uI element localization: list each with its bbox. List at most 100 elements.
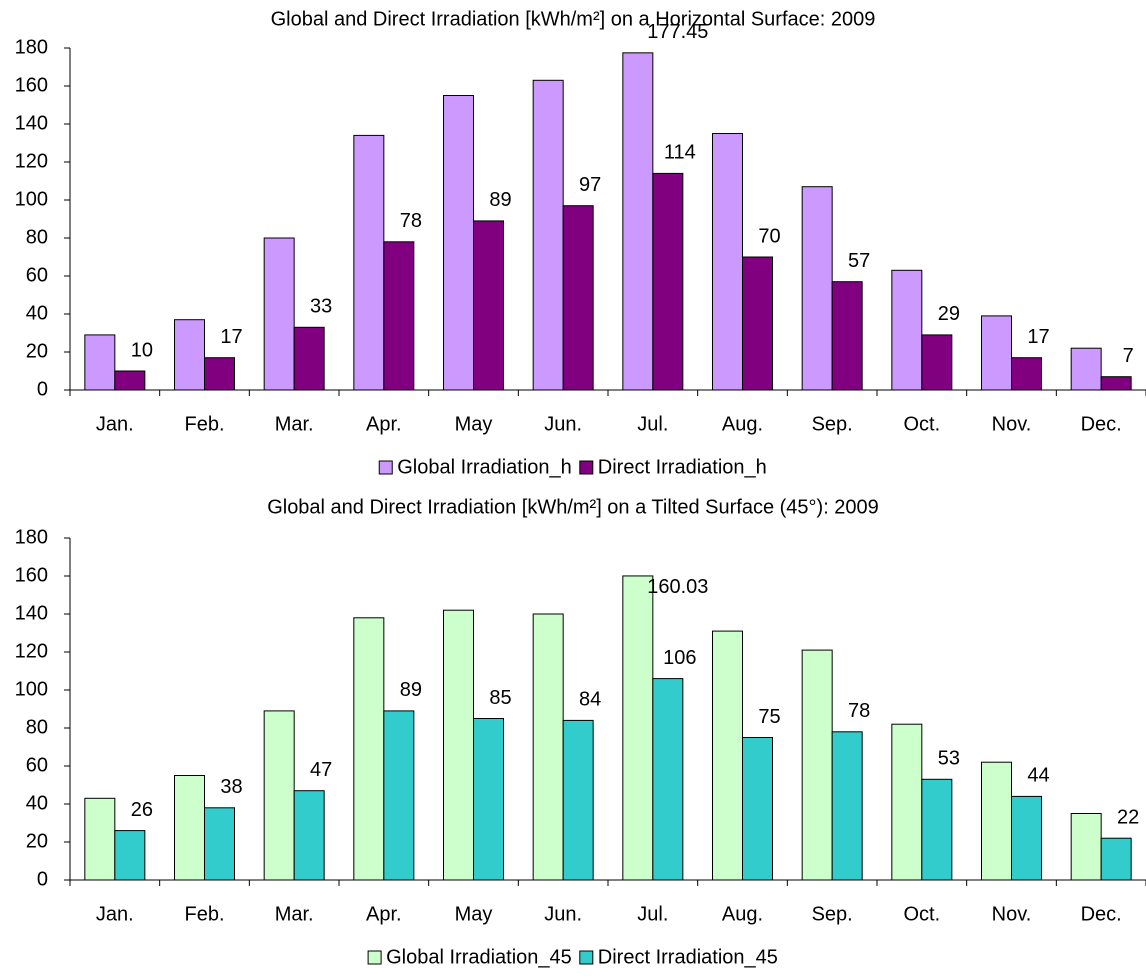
- data-label: 114: [664, 142, 696, 164]
- data-label: 78: [400, 210, 422, 232]
- chart-title: Global and Direct Irradiation [kWh/m²] o…: [267, 496, 879, 518]
- bar: [801, 649, 833, 881]
- bar: [114, 370, 146, 391]
- legend-label: Direct Irradiation_h: [598, 456, 767, 478]
- x-tick-label: Jul.: [637, 903, 668, 925]
- legend-swatch: [378, 460, 393, 475]
- legend-swatch: [579, 950, 594, 965]
- x-tick-label: Apr.: [366, 413, 402, 435]
- x-tick-label: Feb.: [184, 903, 224, 925]
- bar: [831, 281, 863, 391]
- bar: [84, 334, 116, 391]
- legend-item: Direct Irradiation_45: [579, 946, 778, 968]
- bar: [921, 334, 953, 391]
- y-tick-label: 0: [37, 868, 48, 890]
- y-tick-label: 140: [15, 112, 48, 134]
- x-tick-label: Jul.: [637, 413, 668, 435]
- bar: [921, 778, 953, 881]
- data-label: 47: [310, 759, 332, 781]
- bar: [204, 807, 235, 881]
- x-tick-label: Oct.: [903, 413, 940, 435]
- bar: [443, 609, 474, 881]
- bar: [114, 830, 146, 881]
- bar: [742, 256, 773, 391]
- x-tick-label: Sep.: [812, 413, 853, 435]
- data-label: 84: [579, 689, 601, 711]
- legend-swatch: [579, 460, 594, 475]
- legend-label: Global Irradiation_45: [386, 946, 572, 968]
- data-label: 38: [220, 776, 242, 798]
- x-tick-label: Feb.: [184, 413, 224, 435]
- y-tick-label: 0: [37, 378, 48, 400]
- x-tick-label: Jan.: [96, 413, 134, 435]
- bar: [801, 186, 833, 391]
- bar: [622, 575, 654, 881]
- y-tick-label: 60: [26, 264, 48, 286]
- data-label: 160.03: [647, 576, 708, 598]
- bar: [84, 797, 116, 881]
- x-tick-label: Oct.: [903, 903, 940, 925]
- y-tick-label: 120: [15, 150, 48, 172]
- x-tick-label: Mar.: [275, 413, 314, 435]
- x-tick-label: Jun.: [544, 413, 582, 435]
- data-label: 75: [758, 706, 780, 728]
- x-tick-label: May: [455, 413, 493, 435]
- bar: [263, 710, 295, 881]
- bar: [532, 79, 564, 391]
- bar: [712, 630, 743, 881]
- y-tick-label: 140: [15, 602, 48, 624]
- bar: [174, 319, 205, 391]
- data-label: 78: [848, 700, 870, 722]
- bar: [353, 134, 385, 391]
- y-tick-label: 80: [26, 716, 48, 738]
- data-label: 7: [1123, 345, 1134, 367]
- bar: [532, 613, 564, 881]
- y-tick-label: 40: [26, 792, 48, 814]
- bar: [1011, 357, 1042, 391]
- x-tick-label: Jun.: [544, 903, 582, 925]
- legend-item: Direct Irradiation_h: [579, 456, 767, 478]
- data-label: 26: [131, 799, 153, 821]
- data-label: 33: [310, 296, 332, 318]
- bar: [473, 718, 504, 881]
- data-label: 17: [220, 326, 242, 348]
- bar: [562, 719, 594, 881]
- x-tick-label: Nov.: [992, 413, 1032, 435]
- bar: [1100, 376, 1132, 391]
- bar: [981, 315, 1012, 391]
- y-tick-label: 160: [15, 74, 48, 96]
- x-tick-label: Aug.: [722, 413, 763, 435]
- x-tick-label: Mar.: [275, 903, 314, 925]
- y-tick-label: 60: [26, 754, 48, 776]
- data-label: 97: [579, 174, 601, 196]
- y-tick-label: 160: [15, 564, 48, 586]
- bar: [652, 172, 684, 391]
- y-tick-label: 20: [26, 830, 48, 852]
- bar: [981, 761, 1012, 881]
- bar: [174, 775, 205, 881]
- data-label: 177.45: [647, 21, 708, 43]
- x-tick-label: May: [455, 903, 493, 925]
- x-tick-label: Nov.: [992, 903, 1032, 925]
- legend-label: Direct Irradiation_45: [598, 946, 778, 968]
- x-tick-label: Dec.: [1081, 413, 1122, 435]
- bar: [712, 133, 743, 391]
- x-tick-label: Aug.: [722, 903, 763, 925]
- data-label: 89: [489, 189, 511, 211]
- chart-title: Global and Direct Irradiation [kWh/m²] o…: [271, 8, 876, 30]
- data-label: 29: [938, 303, 960, 325]
- bar: [293, 326, 325, 391]
- bar: [293, 790, 325, 881]
- bar: [204, 357, 235, 391]
- y-tick-label: 100: [15, 678, 48, 700]
- bar: [1100, 837, 1132, 881]
- y-tick-label: 40: [26, 302, 48, 324]
- bar: [622, 52, 654, 391]
- bar: [263, 237, 295, 391]
- bar: [1011, 795, 1042, 881]
- x-tick-label: Dec.: [1081, 903, 1122, 925]
- y-tick-label: 180: [15, 36, 48, 58]
- data-label: 70: [758, 225, 780, 247]
- bar: [652, 678, 684, 881]
